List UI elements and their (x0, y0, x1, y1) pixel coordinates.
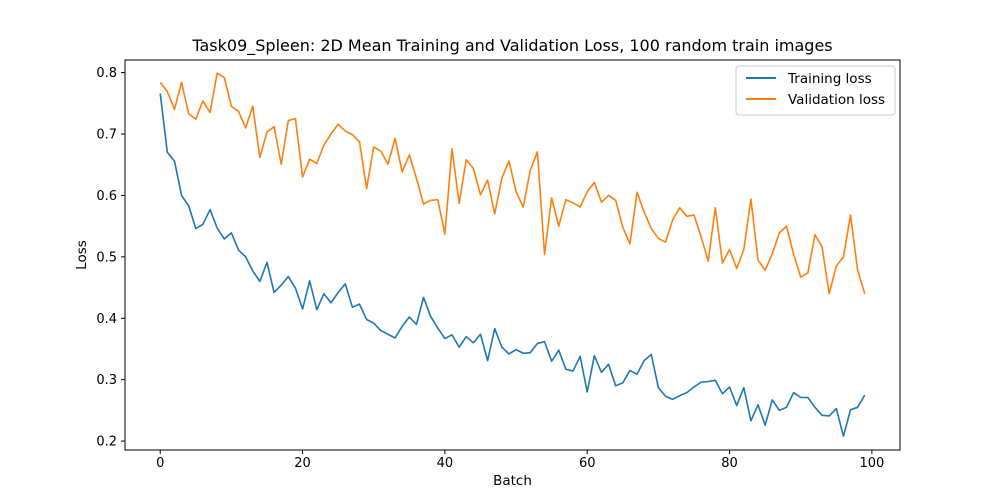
x-tick-label: 60 (579, 456, 596, 471)
legend-label-validation: Validation loss (788, 92, 885, 108)
y-tick-label: 0.2 (96, 435, 117, 450)
y-tick-label: 0.4 (96, 312, 117, 327)
chart-title: Task09_Spleen: 2D Mean Training and Vali… (191, 36, 832, 56)
x-tick-label: 80 (721, 456, 738, 471)
legend: Training loss Validation loss (735, 65, 896, 116)
x-tick-label: 0 (156, 456, 164, 471)
y-axis-label: Loss (74, 240, 90, 270)
axes-frame (124, 59, 901, 451)
x-tick-label: 40 (437, 456, 454, 471)
x-tick-label: 20 (294, 456, 311, 471)
validation-loss-line (159, 72, 866, 295)
y-tick-label: 0.7 (96, 128, 117, 143)
y-tick-label: 0.6 (96, 189, 117, 204)
training-loss-line (159, 93, 866, 437)
x-axis-ticks: 0 20 40 60 80 100 (156, 450, 884, 471)
legend-label-training: Training loss (787, 71, 872, 87)
x-tick-label: 100 (859, 456, 884, 471)
plot-area (124, 59, 901, 451)
y-tick-label: 0.3 (96, 373, 117, 388)
y-tick-label: 0.5 (96, 250, 117, 265)
y-tick-label: 0.8 (96, 66, 117, 81)
x-axis-label: Batch (493, 473, 532, 489)
y-axis-ticks: 0.2 0.3 0.4 0.5 0.6 0.7 0.8 (96, 66, 125, 450)
series-layer (159, 72, 866, 437)
